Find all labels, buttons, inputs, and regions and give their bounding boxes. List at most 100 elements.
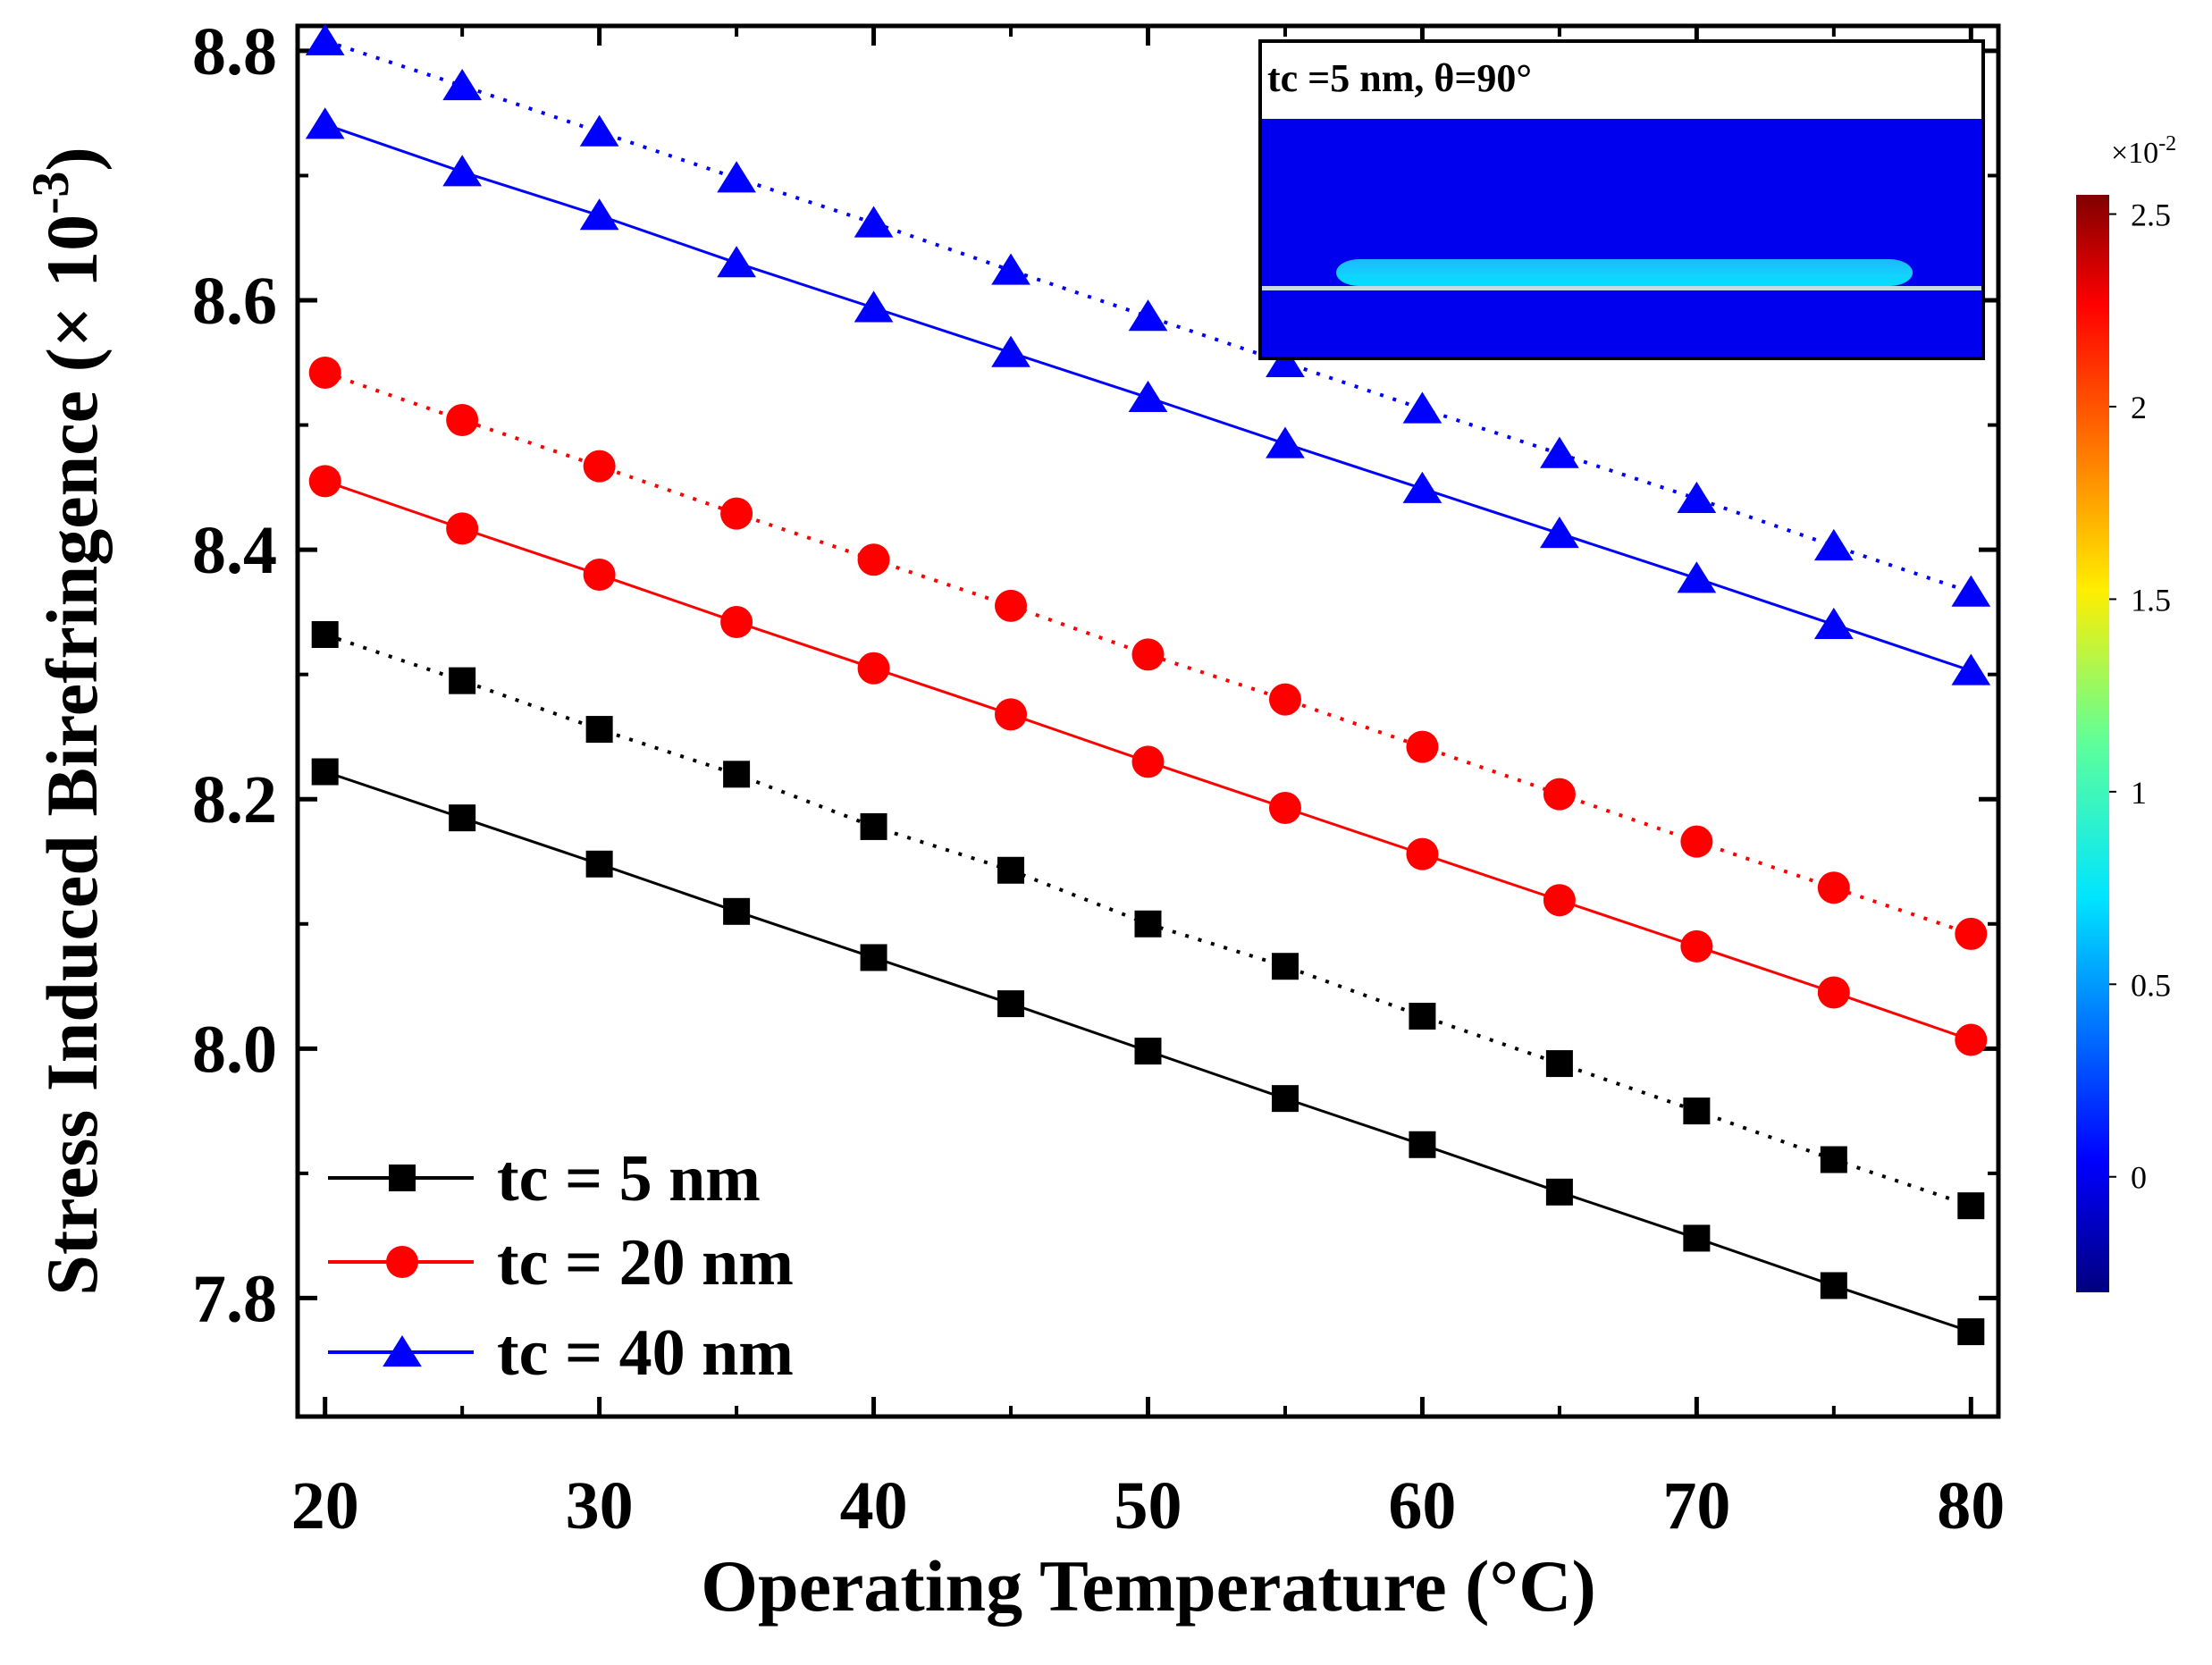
legend-item: tc = 5 nm	[328, 1142, 761, 1215]
data-point-square	[1545, 1050, 1573, 1078]
y-axis-title-main: Stress Induced Birefringence (× 10	[31, 214, 113, 1296]
data-point-circle	[1131, 745, 1165, 778]
series-1	[311, 621, 1985, 1220]
data-point-circle	[1955, 917, 1988, 950]
colorbar-tick-label: 1	[2131, 775, 2147, 811]
data-point-triangle	[1402, 391, 1442, 424]
data-point-circle	[446, 403, 479, 436]
data-point-circle	[1817, 976, 1850, 1009]
data-point-triangle	[1951, 575, 1991, 607]
data-point-circle	[1268, 683, 1301, 716]
data-point-triangle	[1813, 528, 1854, 561]
legend-marker-circle	[386, 1246, 418, 1278]
data-point-circle	[720, 606, 753, 639]
data-point-triangle	[1266, 345, 1305, 377]
y-tick-label: 8.8	[192, 14, 277, 89]
data-point-square	[1820, 1272, 1847, 1299]
axis-ticks	[298, 26, 1998, 1417]
inset-substrate-line	[1262, 286, 1981, 290]
data-point-triangle	[1128, 299, 1168, 332]
data-point-circle	[1543, 884, 1576, 917]
data-point-triangle	[1951, 653, 1991, 685]
data-point-circle	[583, 450, 616, 483]
data-point-square	[1545, 1178, 1573, 1206]
data-point-square	[449, 667, 476, 694]
data-point-triangle	[1677, 481, 1717, 514]
legend-marker-square	[389, 1165, 416, 1191]
data-point-square	[311, 621, 339, 649]
data-point-circle	[1817, 871, 1850, 904]
data-point-square	[997, 990, 1025, 1018]
data-point-circle	[308, 465, 341, 498]
data-point-circle	[1955, 1023, 1988, 1056]
data-point-triangle	[854, 290, 894, 323]
legend-item: tc = 20 nm	[328, 1226, 794, 1299]
data-point-square	[860, 812, 887, 840]
data-point-triangle	[579, 198, 619, 231]
data-point-square	[1409, 1131, 1436, 1158]
data-point-square	[1271, 953, 1299, 980]
colorbar-tick-label: 0.5	[2131, 967, 2171, 1003]
data-point-square	[1957, 1192, 1985, 1220]
colorbar-multiplier: ×10-2	[2111, 132, 2176, 170]
data-point-square	[585, 716, 613, 744]
data-point-square	[997, 856, 1025, 884]
legend-label: tc = 5 nm	[497, 1142, 761, 1215]
data-point-square	[723, 897, 751, 925]
legend-marker-triangle	[383, 1335, 422, 1367]
data-point-circle	[995, 698, 1028, 731]
data-point-triangle	[1540, 516, 1579, 549]
data-point-triangle	[579, 114, 619, 147]
data-point-triangle	[442, 68, 483, 101]
x-tick-label: 20	[291, 1468, 359, 1543]
data-point-square	[860, 944, 887, 971]
data-point-triangle	[305, 23, 345, 55]
data-point-triangle	[1540, 436, 1579, 468]
data-point-square	[1683, 1224, 1711, 1252]
series-2	[308, 465, 1988, 1056]
data-point-square	[723, 761, 751, 788]
data-point-square	[1134, 910, 1162, 938]
colorbar-tick-label: 2.5	[2131, 198, 2171, 233]
data-point-square	[1683, 1097, 1711, 1125]
y-tick-labels: 7.8 8.0 8.2 8.4 8.6 8.8	[192, 14, 277, 1337]
data-point-circle	[1680, 825, 1713, 858]
data-point-triangle	[717, 161, 756, 193]
y-tick-label: 7.8	[192, 1261, 277, 1336]
data-point-square	[1820, 1146, 1847, 1173]
data-point-triangle	[991, 253, 1030, 285]
data-point-circle	[583, 559, 616, 592]
y-tick-label: 8.2	[192, 762, 277, 837]
series-3	[308, 356, 1988, 950]
data-point-square	[449, 804, 476, 832]
series-4	[305, 107, 1991, 685]
x-tick-labels: 20 30 40 50 60 70 80	[291, 1468, 2006, 1543]
data-point-square	[1957, 1318, 1985, 1346]
colorbar: 0 0.5 1 1.5 2 2.5 ×10-2	[2076, 132, 2176, 1292]
data-point-triangle	[1128, 380, 1168, 413]
data-point-circle	[446, 512, 479, 545]
data-point-circle	[1268, 791, 1301, 824]
y-tick-label: 8.4	[192, 513, 277, 588]
inset-simulation: tc =5 nm, θ=90°	[1258, 39, 1985, 360]
data-point-triangle	[1266, 426, 1305, 458]
inset-field-map	[1262, 119, 1981, 357]
colorbar-multiplier-base: ×10	[2111, 137, 2158, 170]
data-point-circle	[308, 356, 341, 389]
y-axis-title-exponent: -3	[21, 172, 80, 214]
colorbar-tick-label: 2	[2131, 390, 2147, 425]
data-point-square	[1409, 1003, 1436, 1030]
data-point-square	[311, 758, 339, 786]
data-point-circle	[1543, 778, 1576, 811]
data-point-circle	[720, 497, 753, 530]
x-tick-label: 70	[1662, 1468, 1730, 1543]
data-point-triangle	[1813, 607, 1854, 639]
data-point-circle	[857, 652, 890, 685]
data-point-triangle	[305, 107, 345, 139]
data-point-triangle	[991, 335, 1030, 367]
data-point-triangle	[717, 246, 756, 278]
data-point-circle	[1406, 730, 1439, 763]
colorbar-gradient	[2076, 195, 2109, 1292]
colorbar-multiplier-exponent: -2	[2158, 132, 2176, 156]
